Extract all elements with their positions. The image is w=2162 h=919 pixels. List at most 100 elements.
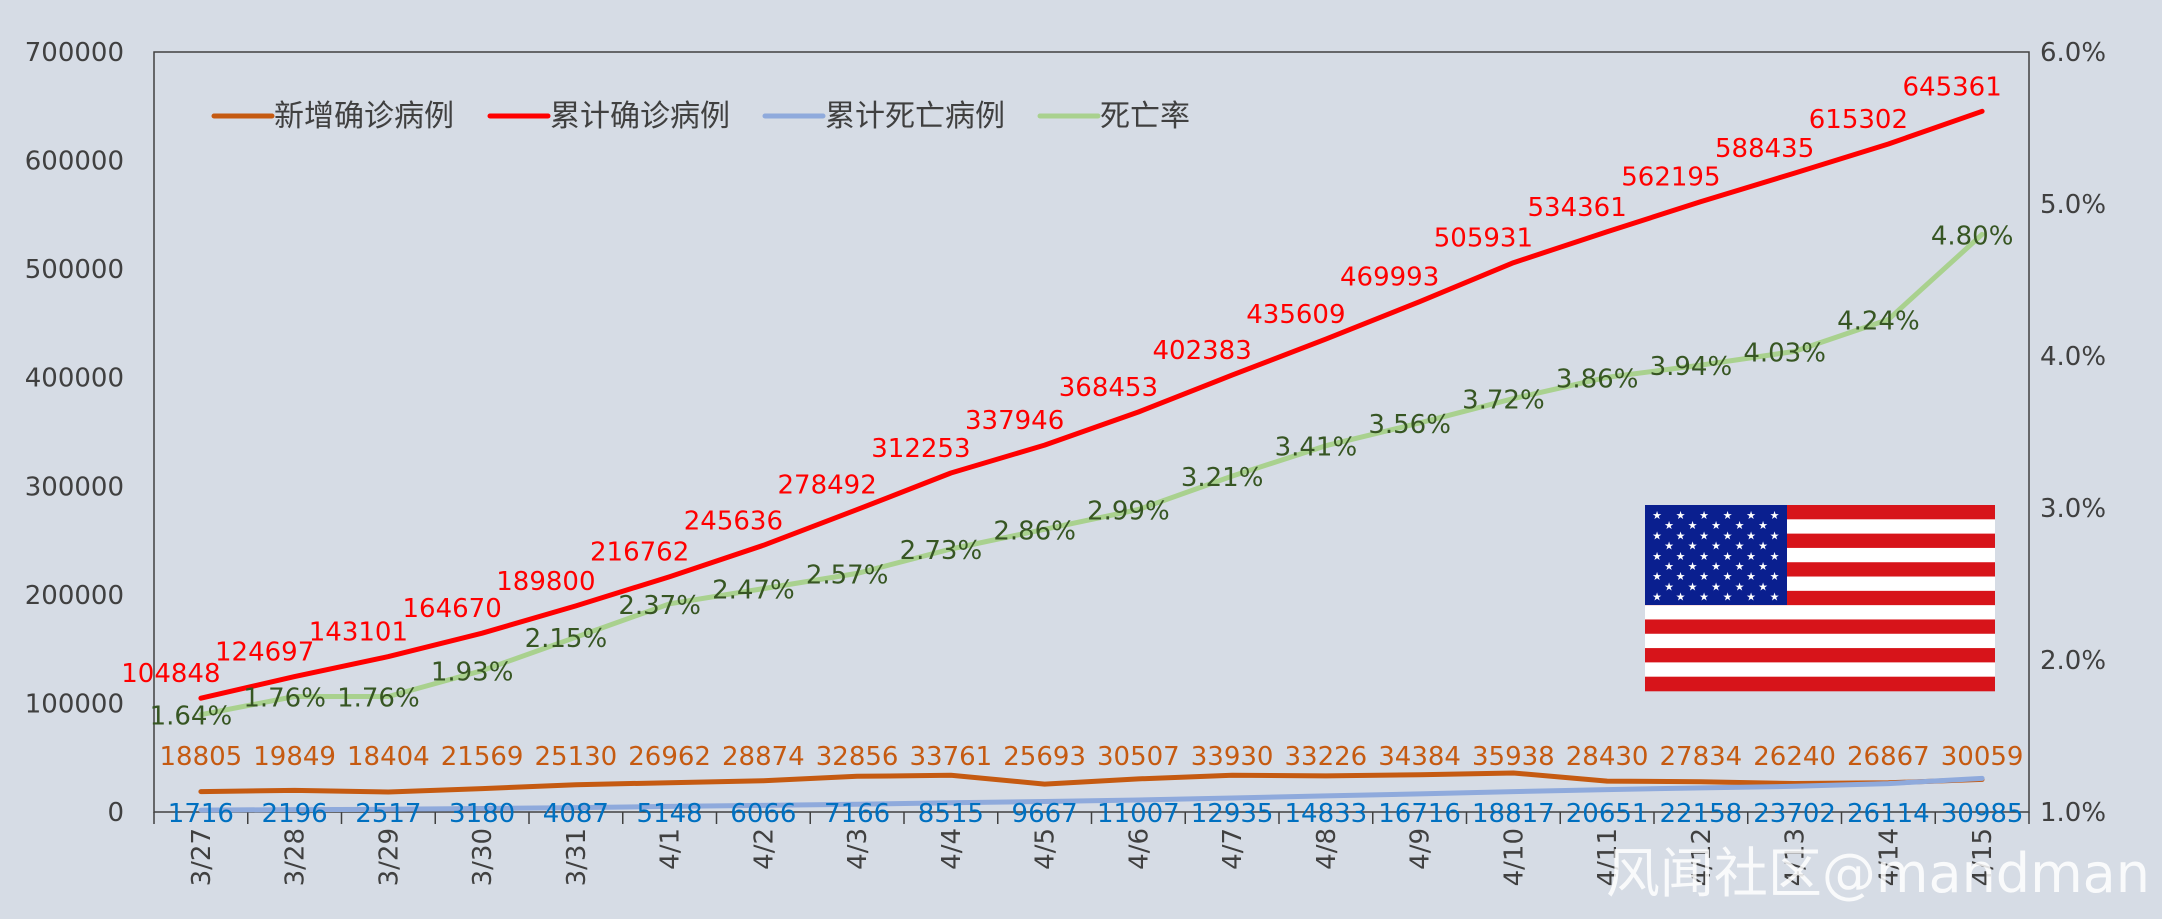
x-tick-label: 4/15 [1968, 828, 1998, 886]
cumulative-deaths-label: 2517 [355, 799, 421, 829]
x-tick-label: 4/10 [1499, 828, 1529, 886]
x-tick-label: 3/30 [468, 828, 498, 886]
death-rate-label: 2.15% [525, 624, 608, 654]
cumulative-deaths-label: 6066 [730, 799, 796, 829]
flag-stripe [1645, 662, 1995, 677]
legend-label: 死亡率 [1100, 99, 1190, 134]
flag-star: ★ [1676, 529, 1686, 542]
cumulative-deaths-label: 9667 [1012, 799, 1078, 829]
flag-stripe [1645, 676, 1995, 692]
death-rate-label: 3.86% [1556, 364, 1639, 394]
new-cases-label: 18805 [160, 742, 243, 772]
death-rate-line [198, 231, 1985, 718]
cumulative-cases-label: 245636 [684, 506, 783, 536]
death-rate-label: 2.57% [806, 560, 889, 590]
cumulative-deaths-label: 12935 [1191, 799, 1274, 829]
x-tick-label: 4/2 [749, 828, 779, 870]
flag-star: ★ [1676, 591, 1686, 604]
cumulative-cases-label: 189800 [496, 567, 595, 597]
flag-star: ★ [1664, 540, 1674, 553]
y-left-tick-label: 400000 [25, 364, 124, 394]
cumulative-deaths-label: 4087 [543, 799, 609, 829]
x-tick-label: 4/6 [1124, 828, 1154, 870]
y-right-tick-label: 2.0% [2040, 646, 2106, 676]
new-cases-label: 25130 [535, 742, 618, 772]
flag-star: ★ [1699, 509, 1709, 522]
flag-star: ★ [1770, 529, 1780, 542]
new-cases-label: 35938 [1472, 742, 1555, 772]
flag-star: ★ [1735, 519, 1745, 532]
flag-star: ★ [1664, 580, 1674, 593]
death-rate-label: 2.37% [618, 591, 701, 621]
flag-star: ★ [1770, 509, 1780, 522]
flag-star: ★ [1746, 570, 1756, 583]
flag-star: ★ [1652, 529, 1662, 542]
new-cases-label: 27834 [1660, 742, 1743, 772]
new-cases-label: 33761 [910, 742, 993, 772]
flag-star: ★ [1758, 519, 1768, 532]
flag-star: ★ [1688, 519, 1698, 532]
flag-star: ★ [1664, 519, 1674, 532]
y-left-tick-label: 700000 [25, 38, 124, 68]
cumulative-cases-label: 402383 [1152, 336, 1251, 366]
flag-star: ★ [1735, 540, 1745, 553]
flag-star: ★ [1664, 560, 1674, 573]
cumulative-cases-label: 534361 [1527, 193, 1626, 223]
flag-star: ★ [1735, 580, 1745, 593]
flag-star: ★ [1758, 540, 1768, 553]
flag-star: ★ [1758, 580, 1768, 593]
cumulative-cases-label: 216762 [590, 538, 689, 568]
y-axis-left: 0 100000 200000 300000 400000 500000 600000 700… [25, 38, 124, 828]
death-rate-label: 3.41% [1275, 433, 1358, 463]
flag-star: ★ [1688, 580, 1698, 593]
x-tick-label: 3/28 [281, 828, 311, 886]
flag-star: ★ [1699, 591, 1709, 604]
cumulative-deaths-label: 23702 [1753, 799, 1836, 829]
flag-star: ★ [1652, 591, 1662, 604]
flag-star: ★ [1699, 570, 1709, 583]
new-cases-label: 19849 [253, 742, 336, 772]
cumulative-cases-label: 368453 [1059, 373, 1158, 403]
x-tick-label: 4/5 [1031, 828, 1061, 870]
death-rate-label: 1.93% [431, 658, 514, 688]
cumulative-deaths-label: 7166 [824, 799, 890, 829]
series-lines [198, 108, 1985, 813]
flag-star: ★ [1746, 550, 1756, 563]
y-left-tick-label: 300000 [25, 472, 124, 502]
x-tick-label: 4/13 [1781, 828, 1811, 886]
death-rate-label: 2.86% [993, 516, 1076, 546]
x-tick-label: 3/27 [187, 828, 217, 886]
cumulative-cases-label: 312253 [871, 434, 970, 464]
watermark-text: 风闻社区@mandman [1606, 842, 2150, 905]
x-tick-label: 4/1 [656, 828, 686, 870]
cumulative-cases-label: 645361 [1902, 72, 2001, 102]
x-tick-label: 3/31 [562, 828, 592, 886]
flag-star: ★ [1723, 550, 1733, 563]
legend: 新增确诊病例 累计确诊病例 累计死亡病例 死亡率 [211, 99, 1190, 134]
cumulative-deaths-label: 1716 [168, 799, 234, 829]
new-cases-label: 32856 [816, 742, 899, 772]
y-axis-right: 1.0% 2.0% 3.0% 4.0% 5.0% 6.0% [2040, 38, 2106, 828]
cumulative-cases-label: 505931 [1434, 224, 1533, 254]
flag-star: ★ [1711, 540, 1721, 553]
cumulative-deaths-label: 30985 [1941, 799, 2024, 829]
flag-star: ★ [1652, 570, 1662, 583]
cumulative-cases-label: 124697 [215, 638, 314, 668]
death-rate-label: 2.47% [712, 576, 795, 606]
death-rate-label: 1.64% [150, 702, 233, 732]
y-right-tick-label: 1.0% [2040, 798, 2106, 828]
flag-star: ★ [1711, 519, 1721, 532]
x-tick-label: 3/29 [374, 828, 404, 886]
flag-star: ★ [1723, 591, 1733, 604]
flag-star: ★ [1723, 570, 1733, 583]
cumulative-deaths-label: 5148 [637, 799, 703, 829]
death-rate-label: 1.76% [243, 683, 326, 713]
cumulative-deaths-label: 8515 [918, 799, 984, 829]
flag-star: ★ [1758, 560, 1768, 573]
flag-star: ★ [1711, 580, 1721, 593]
flag-star: ★ [1699, 529, 1709, 542]
flag-star: ★ [1723, 529, 1733, 542]
new-cases-label: 21569 [441, 742, 524, 772]
x-axis: 3/27 3/28 3/29 3/30 3/31 4/1 4/2 4/3 4/4 4/5 4/6 4/… [153, 812, 2030, 886]
x-tick-label: 4/14 [1874, 828, 1904, 886]
